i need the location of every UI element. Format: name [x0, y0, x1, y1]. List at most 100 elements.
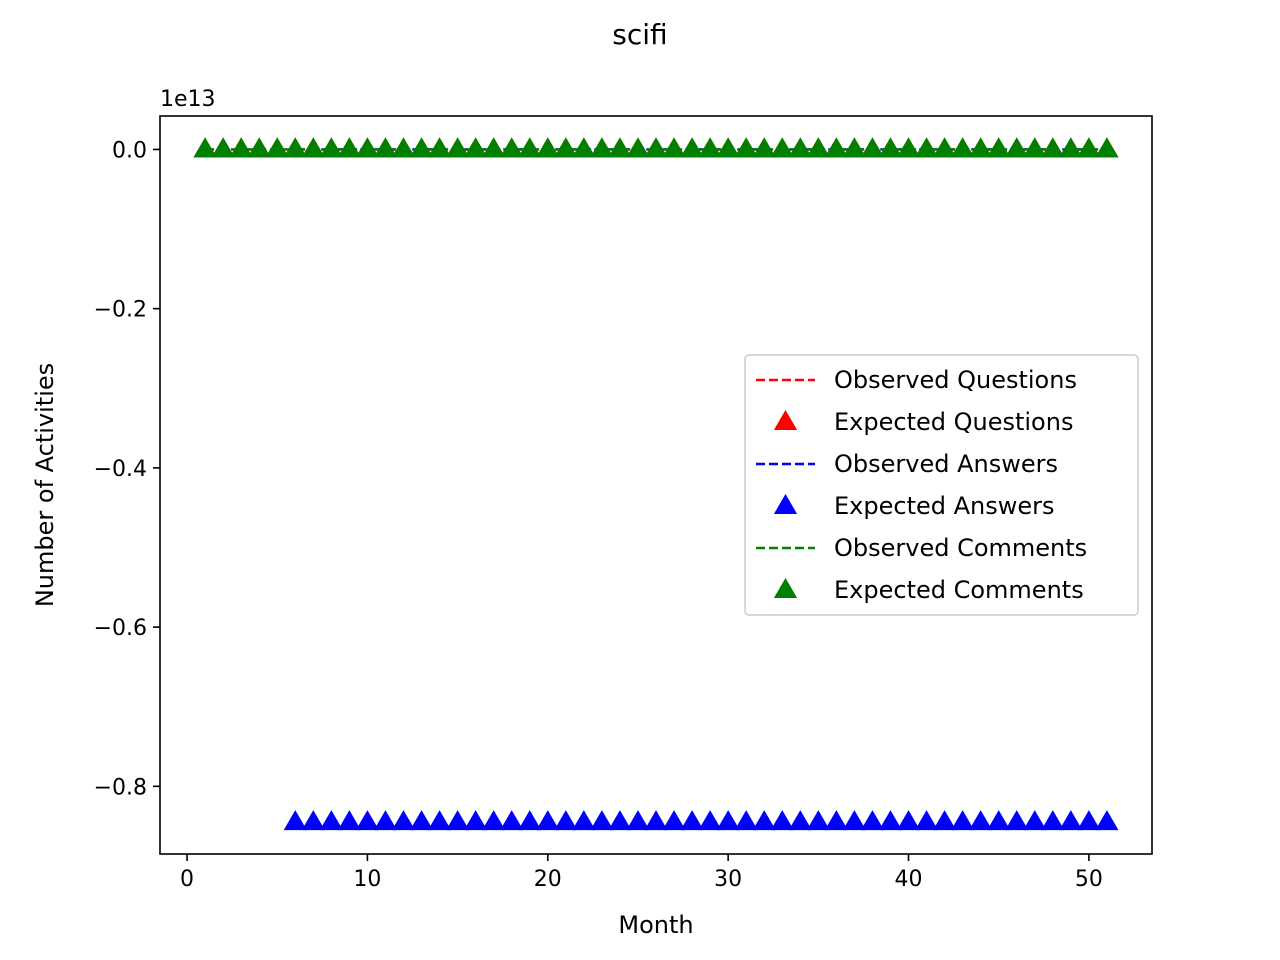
marker-expected-comments — [896, 137, 921, 158]
marker-expected-answers — [373, 810, 398, 831]
marker-expected-answers — [337, 810, 361, 831]
plot-frame — [159, 115, 1153, 855]
marker-expected-answers — [1059, 810, 1083, 831]
marker-expected-comments — [319, 137, 343, 158]
marker-expected-comments — [824, 137, 848, 158]
x-tick-label: 30 — [714, 867, 742, 892]
marker-expected-comments — [229, 137, 253, 158]
legend-handle-expected-comments — [773, 578, 798, 598]
x-tick-label: 50 — [1075, 867, 1103, 892]
marker-expected-comments — [662, 137, 686, 158]
marker-expected-answers — [644, 810, 668, 831]
marker-expected-answers — [319, 810, 343, 831]
chart-title: scifi — [612, 18, 667, 51]
marker-expected-comments — [860, 137, 885, 158]
legend-label-expected-answers: Expected Answers — [834, 492, 1055, 520]
marker-expected-answers — [878, 810, 903, 831]
marker-expected-comments — [626, 137, 650, 158]
marker-expected-comments — [211, 137, 235, 158]
marker-expected-answers — [391, 810, 416, 831]
legend-label-observed-questions: Observed Questions — [834, 366, 1077, 394]
x-axis: 0 10 20 30 40 50 — [180, 854, 1103, 892]
marker-expected-comments — [788, 137, 812, 158]
marker-expected-answers — [987, 810, 1011, 831]
marker-expected-answers — [662, 810, 686, 831]
marker-expected-answers — [698, 810, 722, 831]
marker-expected-comments — [842, 137, 866, 158]
marker-expected-comments — [734, 137, 758, 158]
marker-expected-comments — [554, 137, 578, 158]
y-tick-label: −0.4 — [94, 457, 147, 482]
marker-expected-comments — [698, 137, 722, 158]
marker-expected-answers — [969, 810, 993, 831]
marker-expected-answers — [896, 810, 921, 831]
marker-expected-answers — [427, 810, 452, 831]
marker-expected-comments — [914, 137, 939, 158]
marker-expected-comments — [969, 137, 993, 158]
legend-label-expected-questions: Expected Questions — [834, 408, 1073, 436]
marker-expected-comments — [644, 137, 668, 158]
legend-handle-expected-answers — [773, 494, 798, 514]
marker-expected-comments — [716, 137, 740, 158]
marker-expected-answers — [842, 810, 866, 831]
marker-expected-comments — [283, 137, 307, 158]
marker-expected-comments — [1005, 137, 1029, 158]
marker-expected-comments — [247, 137, 271, 158]
legend-label-expected-comments: Expected Comments — [834, 576, 1084, 604]
marker-expected-comments — [1095, 137, 1119, 158]
marker-expected-comments — [770, 137, 794, 158]
marker-expected-comments — [590, 137, 614, 158]
marker-expected-comments — [193, 137, 217, 158]
marker-expected-comments — [806, 137, 830, 158]
marker-expected-answers — [301, 810, 325, 831]
marker-expected-comments — [518, 137, 542, 158]
x-tick-label: 40 — [895, 867, 923, 892]
marker-expected-answers — [788, 810, 812, 831]
marker-expected-answers — [752, 810, 776, 831]
legend-entries: Observed Questions Expected Questions Obse… — [756, 366, 1087, 604]
marker-expected-answers — [482, 810, 506, 831]
marker-expected-answers — [824, 810, 848, 831]
marker-expected-comments — [1041, 137, 1065, 158]
marker-expected-answers — [860, 810, 885, 831]
marker-expected-answers — [464, 810, 488, 831]
marker-expected-answers — [446, 810, 470, 831]
marker-expected-comments — [391, 137, 416, 158]
marker-expected-answers — [806, 810, 830, 831]
marker-expected-comments — [536, 137, 560, 158]
marker-expected-comments — [1023, 137, 1047, 158]
marker-expected-comments — [680, 137, 704, 158]
y-tick-label: 0.0 — [112, 138, 147, 163]
marker-expected-answers — [409, 810, 434, 831]
marker-expected-answers — [770, 810, 794, 831]
marker-expected-comments — [572, 137, 596, 158]
x-axis-label: Month — [618, 911, 693, 939]
marker-expected-answers — [283, 810, 307, 831]
marker-expected-answers — [500, 810, 524, 831]
x-tick-label: 0 — [180, 867, 194, 892]
marker-expected-answers — [914, 810, 939, 831]
y-offset-label: 1e13 — [160, 87, 216, 112]
marker-expected-answers — [1023, 810, 1047, 831]
marker-expected-answers — [554, 810, 578, 831]
marker-expected-comments — [446, 137, 470, 158]
marker-expected-comments — [987, 137, 1011, 158]
x-tick-label: 20 — [534, 867, 562, 892]
marker-expected-comments — [464, 137, 488, 158]
y-tick-label: −0.8 — [94, 775, 147, 800]
marker-expected-comments — [1077, 137, 1101, 158]
y-axis-label: Number of Activities — [31, 363, 59, 607]
marker-expected-comments — [265, 137, 289, 158]
marker-expected-comments — [409, 137, 434, 158]
marker-expected-answers — [572, 810, 596, 831]
marker-expected-comments — [951, 137, 975, 158]
series-layer — [193, 137, 1119, 831]
legend-label-observed-answers: Observed Answers — [834, 450, 1058, 478]
marker-expected-answers — [716, 810, 740, 831]
marker-expected-answers — [1077, 810, 1101, 831]
marker-expected-comments — [373, 137, 398, 158]
marker-expected-answers — [608, 810, 632, 831]
marker-expected-answers — [1041, 810, 1065, 831]
marker-expected-answers — [518, 810, 542, 831]
